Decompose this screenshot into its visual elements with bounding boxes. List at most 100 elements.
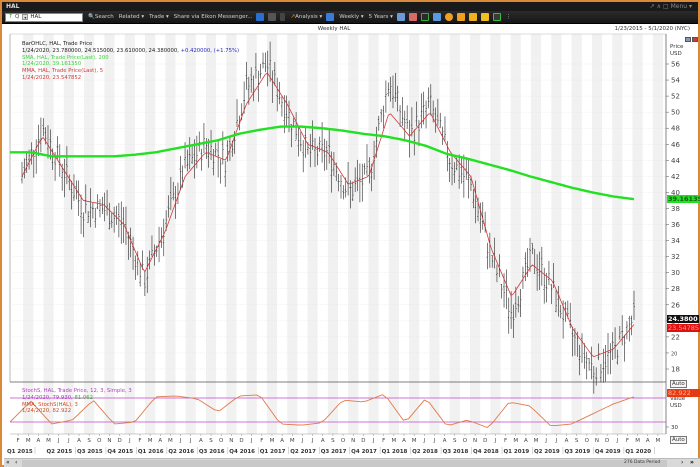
share-button[interactable]: Share via Eikon Messenger... — [173, 14, 253, 20]
svg-text:30: 30 — [671, 269, 680, 277]
layers-icon[interactable] — [326, 13, 335, 21]
crosshair-icon[interactable] — [420, 13, 429, 21]
menu-button[interactable]: Menu — [670, 3, 688, 10]
pan-icon[interactable] — [468, 13, 477, 21]
stoch-value-tag: 82.922 — [667, 389, 700, 397]
svg-text:Q1 2015: Q1 2015 — [7, 449, 33, 455]
svg-text:Q1 2018: Q1 2018 — [382, 449, 408, 455]
svg-text:32: 32 — [671, 253, 680, 261]
svg-text:M: M — [656, 438, 661, 444]
svg-text:J: J — [128, 438, 131, 444]
svg-text:38: 38 — [671, 205, 680, 213]
svg-text:O: O — [463, 438, 468, 444]
svg-text:A: A — [524, 438, 528, 444]
svg-text:J: J — [615, 438, 618, 444]
svg-text:Q1 2017: Q1 2017 — [260, 449, 286, 455]
window-controls: ↗ ∧ □ Menu ▾ — [650, 2, 692, 11]
svg-text:Q2 2018: Q2 2018 — [412, 449, 438, 455]
fit-icon[interactable] — [480, 13, 489, 21]
restore-icon[interactable]: □ — [662, 3, 669, 10]
calendar-icon[interactable] — [432, 13, 441, 21]
undo-icon[interactable] — [256, 13, 265, 21]
line-chart-icon[interactable] — [396, 13, 405, 21]
price-auto-button[interactable]: Auto — [670, 380, 687, 388]
caret-icon[interactable]: ∧ — [656, 3, 662, 10]
search-button[interactable]: 🔍Search — [88, 14, 114, 20]
svg-text:O: O — [341, 438, 346, 444]
svg-text:J: J — [250, 438, 253, 444]
pane-close-icon[interactable] — [692, 37, 698, 42]
svg-text:Q1 2016: Q1 2016 — [138, 449, 164, 455]
chevron-down-icon[interactable]: ▾ — [688, 3, 692, 10]
more-icon[interactable]: ⋮ — [505, 14, 512, 20]
columns-icon[interactable] — [280, 13, 286, 21]
chevron-down-icon[interactable]: ▾ — [22, 14, 29, 20]
legend-mma-value: 1/24/2020, 23.547852 — [22, 74, 82, 81]
svg-text:S: S — [453, 438, 457, 444]
svg-text:N: N — [595, 438, 599, 444]
stoch-legend: StochS, HAL, Trade Price, 12, 3, Simple,… — [22, 388, 132, 415]
svg-text:Q1 2020: Q1 2020 — [625, 449, 651, 455]
mma-value-tag: 23.54785 — [667, 324, 700, 332]
scroll-left-icon[interactable]: ‹ — [15, 459, 18, 466]
scroll-thumb[interactable] — [22, 460, 667, 467]
svg-text:M: M — [148, 438, 153, 444]
stoch-legend-name: StochS, HAL, Trade Price, 12, 3, Simple,… — [22, 388, 132, 394]
zoom-out-icon[interactable] — [456, 13, 465, 21]
svg-text:56: 56 — [671, 61, 680, 69]
ric-value: HAL — [30, 14, 42, 20]
svg-text:D: D — [118, 438, 122, 444]
stoch-auto-button[interactable]: Auto — [670, 436, 687, 444]
last-price-tag: 24.3800 — [667, 315, 699, 323]
scroll-start-icon[interactable]: « — [6, 459, 10, 466]
month-bands — [23, 34, 663, 434]
select-icon[interactable] — [492, 13, 501, 21]
zoom-in-icon[interactable] — [444, 13, 453, 21]
related-menu[interactable]: Related ▾ — [118, 14, 145, 20]
svg-text:Q1 2019: Q1 2019 — [504, 449, 530, 455]
mma-5-line — [21, 73, 635, 358]
interval-select[interactable]: Weekly ▾ — [339, 14, 364, 20]
stoch-line — [9, 394, 635, 429]
svg-text:52: 52 — [671, 93, 680, 101]
svg-text:46: 46 — [671, 141, 680, 149]
svg-text:28: 28 — [671, 285, 680, 293]
svg-text:18: 18 — [671, 366, 680, 374]
svg-text:M: M — [412, 438, 417, 444]
pin-icon[interactable]: ↗ — [649, 3, 655, 10]
window-title: HAL — [6, 3, 20, 10]
svg-text:Q3 2019: Q3 2019 — [564, 449, 590, 455]
sma-value-tag: 39.16135 — [667, 195, 700, 203]
svg-text:J: J — [372, 438, 375, 444]
time-scrollbar[interactable]: « ‹ 276 Data Period › » — [4, 458, 700, 467]
svg-text:M: M — [534, 438, 539, 444]
svg-text:O: O — [97, 438, 102, 444]
svg-text:D: D — [361, 438, 365, 444]
svg-text:Q4 2017: Q4 2017 — [351, 449, 377, 455]
pane-minimize-icon[interactable] — [685, 37, 691, 42]
trade-menu[interactable]: Trade ▾ — [149, 14, 169, 20]
range-select[interactable]: 5 Years ▾ — [368, 14, 393, 20]
svg-text:N: N — [107, 438, 111, 444]
compare-chart-icon[interactable] — [408, 13, 417, 21]
svg-text:20: 20 — [671, 351, 677, 357]
svg-text:Q2 2015: Q2 2015 — [46, 449, 72, 455]
svg-text:J: J — [179, 438, 182, 444]
svg-text:48: 48 — [671, 125, 680, 133]
svg-text:F: F — [16, 438, 19, 444]
price-legend: BarOHLC, HAL, Trade Price 1/24/2020, 23.… — [22, 41, 239, 82]
svg-text:D: D — [605, 438, 609, 444]
svg-text:Q4 2016: Q4 2016 — [229, 449, 255, 455]
analysis-menu[interactable]: ↗Analysis ▾ — [290, 14, 323, 20]
redo-icon[interactable] — [268, 13, 277, 21]
svg-text:M: M — [391, 438, 396, 444]
svg-text:F: F — [260, 438, 263, 444]
scroll-right-icon[interactable]: › — [681, 459, 684, 466]
scroll-end-icon[interactable]: » — [690, 459, 694, 466]
svg-text:F: F — [138, 438, 141, 444]
svg-text:22: 22 — [671, 333, 680, 341]
svg-text:J: J — [555, 438, 558, 444]
ric-input[interactable]: ↑ Q ▾ HAL — [5, 12, 83, 22]
price-gridlines — [10, 63, 666, 370]
